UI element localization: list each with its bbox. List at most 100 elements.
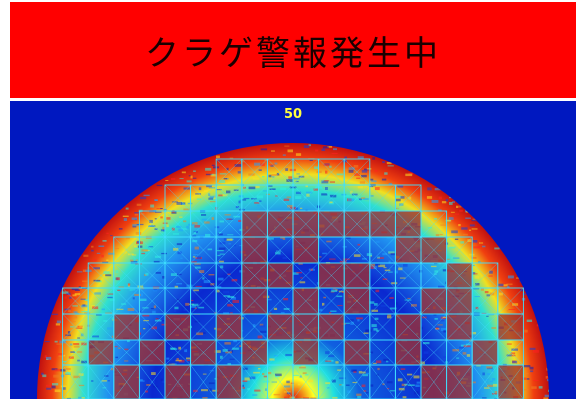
echo-speckle bbox=[462, 233, 468, 236]
echo-speckle bbox=[365, 329, 372, 332]
echo-speckle bbox=[232, 347, 239, 350]
echo-speckle bbox=[452, 201, 455, 203]
echo-speckle bbox=[98, 245, 105, 247]
echo-speckle bbox=[42, 374, 47, 378]
echo-speckle bbox=[547, 377, 549, 379]
echo-speckle bbox=[341, 383, 344, 387]
echo-speckle bbox=[127, 283, 131, 286]
echo-speckle bbox=[103, 271, 110, 274]
echo-speckle bbox=[75, 327, 83, 329]
echo-speckle bbox=[91, 305, 95, 308]
echo-speckle bbox=[264, 159, 267, 162]
echo-speckle bbox=[390, 307, 397, 310]
echo-speckle bbox=[215, 189, 222, 191]
echo-speckle bbox=[548, 397, 549, 399]
echo-speckle bbox=[263, 375, 268, 378]
echo-speckle bbox=[140, 298, 147, 301]
echo-speckle bbox=[275, 195, 278, 197]
echo-speckle bbox=[364, 168, 369, 171]
echo-speckle bbox=[353, 371, 357, 373]
echo-speckle bbox=[296, 173, 300, 175]
echo-speckle bbox=[326, 387, 330, 389]
grid-diagonal bbox=[267, 364, 294, 399]
grid-diagonal bbox=[318, 210, 345, 238]
echo-speckle bbox=[415, 384, 420, 387]
echo-speckle bbox=[54, 368, 62, 372]
echo-speckle bbox=[82, 280, 88, 283]
echo-speckle bbox=[402, 396, 407, 399]
grid-diagonal bbox=[446, 262, 473, 289]
echo-speckle bbox=[201, 218, 207, 221]
echo-speckle bbox=[237, 171, 241, 174]
echo-speckle bbox=[214, 327, 217, 330]
echo-speckle bbox=[118, 286, 124, 289]
echo-speckle bbox=[92, 335, 99, 338]
echo-speckle bbox=[82, 304, 86, 307]
echo-speckle bbox=[295, 191, 302, 195]
echo-speckle bbox=[300, 277, 303, 279]
echo-speckle bbox=[366, 372, 369, 375]
echo-speckle bbox=[472, 381, 476, 384]
echo-speckle bbox=[103, 320, 108, 322]
echo-speckle bbox=[227, 363, 231, 366]
echo-speckle bbox=[433, 314, 437, 316]
echo-speckle bbox=[238, 200, 241, 204]
echo-speckle bbox=[217, 159, 220, 162]
echo-speckle bbox=[293, 272, 299, 275]
grid-diagonal bbox=[190, 287, 217, 315]
grid-diagonal bbox=[113, 262, 140, 289]
echo-speckle bbox=[507, 285, 510, 288]
echo-speckle bbox=[219, 180, 226, 183]
echo-speckle bbox=[57, 353, 64, 357]
echo-speckle bbox=[386, 237, 392, 240]
echo-speckle bbox=[374, 170, 378, 172]
echo-speckle bbox=[229, 157, 234, 159]
echo-speckle bbox=[84, 312, 91, 315]
grid-diagonal bbox=[113, 364, 140, 399]
echo-speckle bbox=[71, 287, 79, 291]
grid-diagonal bbox=[395, 210, 422, 238]
grid-diagonal bbox=[216, 158, 242, 186]
echo-speckle bbox=[471, 257, 477, 259]
echo-speckle bbox=[161, 252, 167, 255]
echo-speckle bbox=[81, 311, 89, 313]
echo-speckle bbox=[70, 351, 75, 353]
echo-speckle bbox=[257, 204, 260, 207]
echo-speckle bbox=[72, 305, 78, 307]
echo-speckle bbox=[328, 354, 335, 358]
echo-speckle bbox=[384, 172, 388, 175]
echo-speckle bbox=[361, 169, 368, 173]
echo-speckle bbox=[530, 370, 534, 373]
echo-speckle bbox=[206, 268, 213, 272]
echo-speckle bbox=[440, 327, 447, 331]
echo-speckle bbox=[357, 186, 363, 189]
echo-speckle bbox=[173, 233, 179, 235]
echo-speckle bbox=[377, 367, 380, 371]
echo-speckle bbox=[141, 252, 146, 255]
echo-speckle bbox=[51, 385, 56, 389]
echo-speckle bbox=[475, 283, 480, 286]
echo-speckle bbox=[473, 273, 478, 275]
echo-speckle bbox=[452, 349, 460, 352]
echo-speckle bbox=[302, 372, 307, 375]
echo-speckle bbox=[282, 154, 286, 156]
echo-speckle bbox=[388, 182, 393, 185]
grid-diagonal bbox=[344, 262, 370, 289]
echo-speckle bbox=[56, 320, 62, 324]
echo-speckle bbox=[222, 349, 228, 352]
echo-speckle bbox=[73, 375, 81, 379]
echo-speckle bbox=[136, 223, 144, 226]
echo-speckle bbox=[363, 332, 369, 334]
echo-speckle bbox=[321, 180, 329, 184]
echo-speckle bbox=[66, 397, 71, 399]
grid-diagonal bbox=[241, 287, 268, 315]
grid-diagonal bbox=[267, 339, 294, 366]
echo-speckle bbox=[268, 185, 273, 187]
echo-speckle bbox=[151, 326, 157, 330]
grid-diagonal bbox=[62, 364, 89, 399]
grid-diagonal bbox=[216, 287, 242, 315]
echo-speckle bbox=[380, 304, 387, 307]
echo-speckle bbox=[216, 155, 220, 158]
echo-speckle bbox=[137, 245, 143, 248]
